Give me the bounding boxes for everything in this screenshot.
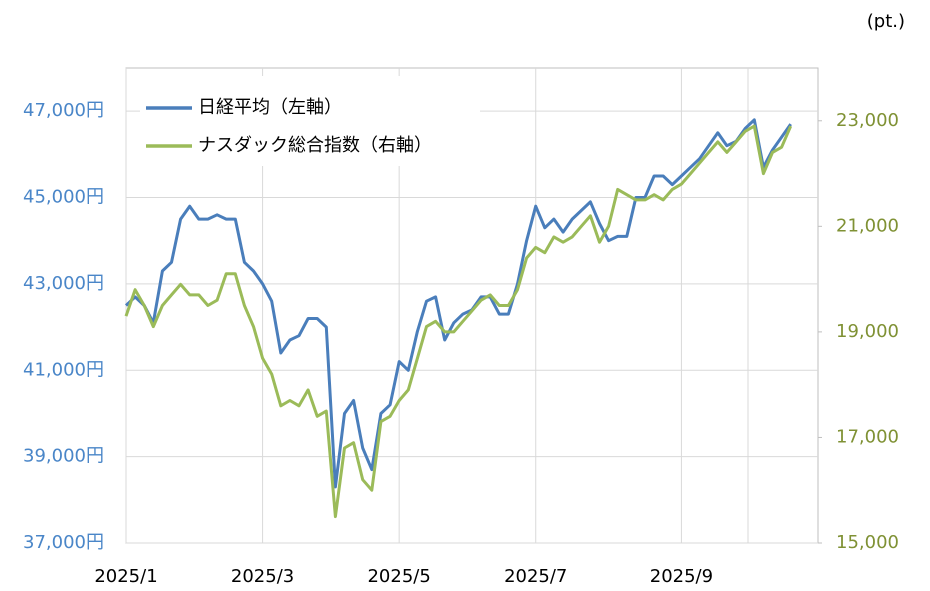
series-line xyxy=(124,124,793,519)
legend-label: 日経平均（左軸） xyxy=(198,97,342,118)
legend-box xyxy=(140,76,480,166)
y2-tick-label: 17,000 xyxy=(836,426,899,447)
x-tick-label: 2025/1 xyxy=(94,566,157,587)
y2-tick-label: 19,000 xyxy=(836,321,899,342)
x-tick-label: 2025/3 xyxy=(231,566,294,587)
y2-tick-label: 15,000 xyxy=(836,532,899,553)
legend-label: ナスダック総合指数（右軸） xyxy=(198,135,432,156)
series-line xyxy=(124,118,792,489)
y-tick-label: 39,000円 xyxy=(23,446,104,467)
y-tick-label: 37,000円 xyxy=(23,532,104,553)
y2-unit-label: (pt.) xyxy=(867,11,905,32)
y2-tick-label: 21,000 xyxy=(836,215,899,236)
y-tick-label: 41,000円 xyxy=(23,359,104,380)
y-tick-label: 45,000円 xyxy=(23,187,104,208)
x-tick-label: 2025/5 xyxy=(367,566,430,587)
y-tick-label: 47,000円 xyxy=(23,100,104,121)
x-tick-label: 2025/7 xyxy=(504,566,567,587)
y2-tick-label: 23,000 xyxy=(836,110,899,131)
legend: 日経平均（左軸） ナスダック総合指数（右軸） xyxy=(140,76,480,166)
x-tick-label: 2025/9 xyxy=(650,566,713,587)
y-tick-label: 43,000円 xyxy=(23,273,104,294)
